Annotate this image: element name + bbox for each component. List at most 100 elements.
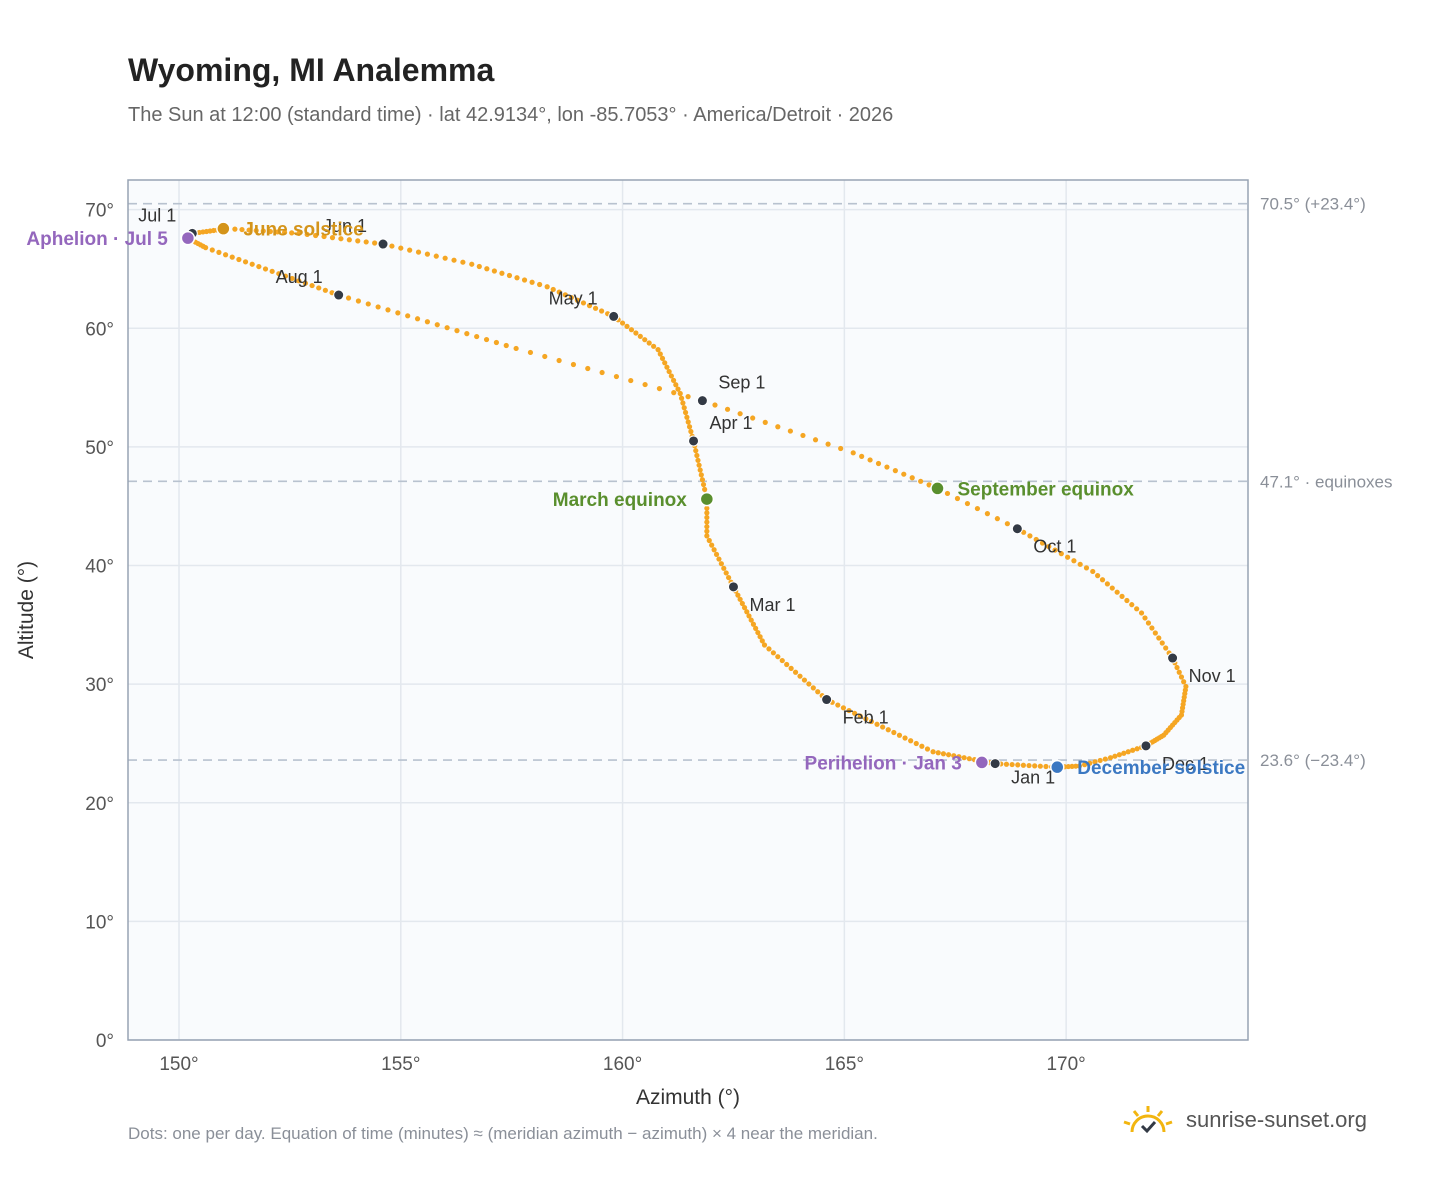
daily-dot: [706, 537, 712, 544]
daily-dot: [1037, 763, 1043, 769]
event-label: Perihelion · Jan 3: [805, 753, 962, 774]
daily-dot: [1116, 752, 1122, 758]
daily-dot: [945, 752, 952, 758]
daily-dot: [880, 724, 886, 730]
daily-dot: [1119, 593, 1125, 599]
daily-dot: [677, 390, 683, 397]
daily-dot: [242, 259, 249, 265]
daily-dot: [464, 331, 470, 337]
daily-dot: [469, 261, 475, 267]
daily-dot: [246, 227, 252, 233]
daily-dot: [1090, 568, 1096, 575]
daily-dot: [686, 424, 693, 430]
daily-dot: [737, 596, 743, 602]
daily-dot: [659, 355, 666, 362]
daily-dot: [1156, 635, 1162, 641]
daily-dot: [256, 263, 262, 270]
daily-dot: [274, 229, 281, 235]
daily-dot: [994, 516, 1000, 522]
daily-dot: [700, 481, 707, 488]
footnote: Dots: one per day. Equation of time (min…: [128, 1124, 878, 1143]
daily-dot: [695, 457, 701, 463]
daily-dot: [493, 339, 500, 346]
daily-dot: [232, 226, 238, 232]
brand[interactable]: sunrise-sunset.org: [1120, 1102, 1367, 1138]
daily-dot: [1099, 577, 1106, 583]
reference-line-label: 70.5° (+23.4°): [1260, 195, 1366, 214]
reference-lines: 70.5° (+23.4°) 47.1° · equinoxes 23.6° (−2…: [128, 195, 1393, 770]
daily-dot: [696, 462, 702, 468]
x-axis-label: Azimuth (°): [636, 1086, 740, 1109]
daily-dot: [619, 320, 626, 326]
daily-dot: [655, 347, 661, 353]
daily-dot: [896, 732, 903, 738]
daily-dot: [414, 316, 421, 322]
daily-dot: [542, 353, 548, 360]
daily-dot: [961, 755, 967, 761]
daily-dot: [1052, 547, 1058, 553]
y-tick-label: 50°: [85, 438, 114, 459]
daily-dot: [684, 414, 690, 420]
event-marker: [216, 221, 231, 236]
daily-dot: [1134, 746, 1140, 752]
daily-dot: [1159, 640, 1165, 646]
daily-dot: [810, 685, 816, 691]
x-tick-label: 160°: [603, 1054, 642, 1075]
month-label: Jul 1: [138, 205, 176, 225]
reference-line-label: 23.6° (−23.4°): [1260, 751, 1366, 770]
daily-dot: [521, 277, 528, 283]
daily-dot: [954, 495, 961, 502]
daily-dot: [1043, 763, 1049, 770]
daily-dot: [1046, 543, 1052, 550]
daily-dot: [806, 681, 812, 687]
daily-dot: [424, 319, 431, 325]
daily-dot: [574, 297, 581, 303]
x-tick-label: 155°: [381, 1054, 420, 1075]
daily-dot: [926, 482, 932, 488]
daily-dot: [664, 364, 670, 370]
event-label: March equinox: [553, 490, 688, 511]
daily-dot: [249, 261, 255, 267]
daily-dot: [885, 727, 891, 733]
daily-dot: [282, 273, 289, 279]
daily-dot: [1033, 536, 1039, 543]
daily-dot: [838, 445, 844, 452]
daily-dot: [296, 230, 302, 236]
daily-dot: [919, 743, 925, 749]
daily-dot: [562, 292, 568, 298]
daily-dot: [775, 654, 781, 660]
daily-dot: [1015, 762, 1021, 768]
daily-dot: [891, 729, 897, 736]
daily-dot: [1102, 756, 1108, 762]
daily-dot: [800, 432, 806, 439]
daily-dot: [1027, 533, 1033, 539]
daily-dot: [646, 340, 652, 346]
daily-dot: [702, 486, 708, 493]
daily-dot: [909, 475, 915, 481]
daily-dot: [527, 349, 534, 356]
daily-dot: [724, 406, 731, 412]
daily-dot: [797, 673, 803, 679]
daily-dot: [262, 266, 269, 272]
daily-dot: [974, 505, 981, 512]
month-marker: [688, 435, 700, 447]
daily-dot: [1149, 625, 1155, 631]
daily-dot: [884, 464, 890, 470]
daily-dot: [568, 294, 574, 301]
daily-dot: [345, 295, 352, 301]
daily-dot: [395, 310, 401, 316]
daily-dot: [529, 279, 535, 285]
daily-dot: [442, 255, 448, 261]
daily-dot: [675, 386, 681, 392]
daily-dot: [1181, 679, 1187, 685]
daily-dot: [1009, 761, 1015, 768]
daily-dot: [499, 270, 505, 276]
daily-dot: [739, 600, 745, 607]
daily-dot: [753, 625, 759, 631]
daily-dot: [1083, 565, 1090, 571]
daily-dot: [651, 343, 657, 349]
daily-dot: [902, 735, 908, 741]
daily-dot: [784, 661, 790, 668]
month-label: Apr 1: [710, 413, 753, 433]
daily-dot: [1121, 750, 1127, 756]
